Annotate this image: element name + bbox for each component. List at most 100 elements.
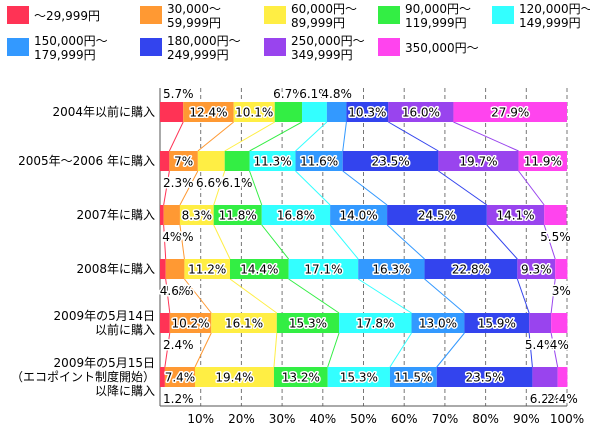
- connector-line: [389, 332, 412, 368]
- data-label: 1.2%: [163, 392, 194, 406]
- bar-segment: [165, 259, 185, 279]
- data-label: 6.1%: [299, 87, 330, 101]
- bar-segment: [330, 205, 388, 225]
- legend-item: 60,000円～89,999円: [264, 2, 357, 30]
- bar-segment: [273, 367, 328, 387]
- bar-segment: [169, 313, 212, 333]
- legend-swatch: [378, 38, 400, 56]
- bar-segment: [169, 151, 198, 171]
- data-label: 19.7%: [459, 155, 497, 169]
- bar-segment: [346, 102, 389, 122]
- bar-segment: [486, 205, 545, 225]
- data-label: 11.6%: [300, 155, 338, 169]
- data-label: 23.5%: [372, 155, 410, 169]
- series-connectors: [163, 121, 559, 368]
- bar-segment: [517, 259, 556, 279]
- data-label: 17.1%: [304, 263, 342, 277]
- connector-line: [342, 170, 388, 206]
- legend-item: 120,000円～149,999円: [492, 2, 590, 30]
- data-label: 13.0%: [419, 317, 457, 331]
- bar-segment: [183, 102, 234, 122]
- data-label: 2.3%: [163, 176, 194, 190]
- legend-label: 249,999円: [167, 48, 229, 62]
- data-label: 5.4%: [525, 338, 556, 352]
- connector-line: [163, 224, 167, 260]
- connector-line: [273, 332, 278, 368]
- connector-line: [295, 170, 331, 206]
- data-label: 19.4%: [215, 371, 253, 385]
- legend-label: 119,999円: [405, 16, 467, 30]
- data-label: 23.5%: [466, 371, 504, 385]
- connector-line: [329, 224, 359, 260]
- legend-swatch: [264, 38, 286, 56]
- data-label: 16.8%: [277, 209, 315, 223]
- plot-area: 5.7%12.4% 10.1%6.7%6.1%4.8%10.3% 16.0% 27.9…: [158, 86, 579, 408]
- category-label: 以前に購入: [95, 322, 155, 337]
- connector-line: [295, 121, 328, 152]
- bar-segment: [557, 367, 568, 387]
- legend-label: 89,999円: [291, 16, 345, 30]
- category-label: 2007年に購入: [76, 208, 155, 222]
- connector-line: [518, 170, 545, 206]
- bar-segment: [230, 259, 289, 279]
- data-label: 8.3%: [182, 209, 213, 223]
- bar-segment: [327, 367, 390, 387]
- connector-line: [197, 121, 234, 152]
- category-label: 2009年の5月15日: [54, 356, 155, 370]
- connector-line: [528, 332, 533, 368]
- bar-segment: [339, 313, 412, 333]
- x-axis-ticks: 10% 20% 30% 40% 50% 60% 70% 80% 90% 100%: [187, 412, 584, 426]
- connector-line: [386, 224, 425, 260]
- bar-segment: [518, 151, 567, 171]
- category-label: 2008年に購入: [76, 262, 155, 276]
- bar-segment: [249, 151, 296, 171]
- connector-line: [438, 170, 488, 206]
- legend-label: 349,999円: [291, 48, 353, 62]
- bar-segment: [387, 205, 487, 225]
- legend-item: 30,000～59,999円: [140, 2, 221, 30]
- legend-label: 180,000円～: [167, 34, 241, 48]
- bar-segment: [160, 259, 166, 279]
- x-tick-label: 90%: [513, 412, 540, 426]
- bar-segment: [555, 259, 568, 279]
- legend-swatch: [378, 6, 400, 24]
- connector-line: [224, 121, 276, 152]
- x-tick-label: 70%: [432, 412, 459, 426]
- data-label: 27.9%: [491, 106, 529, 120]
- data-label: 4.6%: [160, 284, 191, 298]
- legend-label: 120,000円～: [519, 2, 590, 16]
- category-label: 2005年～2006 年に購入: [18, 154, 155, 168]
- x-tick-label: 20%: [228, 412, 255, 426]
- data-label: 2.4%: [547, 392, 578, 406]
- category-labels: 2004年以前に購入 2005年～2006 年に購入 2007年に購入 2008年に購…: [11, 104, 155, 398]
- bar-segment: [213, 205, 262, 225]
- data-label: 16.3%: [372, 263, 410, 277]
- connector-line: [550, 332, 559, 368]
- data-label: 7%: [174, 155, 193, 169]
- data-label: 12.4%: [189, 106, 227, 120]
- legend-item: ～29,999円: [7, 6, 100, 24]
- bar-segment: [551, 313, 568, 333]
- data-label: 4%: [162, 230, 181, 244]
- data-label: 11.8%: [219, 209, 257, 223]
- category-label: 以降に購入: [95, 384, 155, 398]
- connector-line: [342, 121, 347, 152]
- category-label: （エコポイント制度開始）: [11, 369, 155, 384]
- connector-line: [436, 332, 465, 368]
- bar-segment: [160, 313, 170, 333]
- connector-line: [388, 121, 439, 152]
- legend-label: 59,999円: [167, 16, 221, 30]
- bar-segment: [211, 313, 277, 333]
- x-tick-label: 60%: [391, 412, 418, 426]
- legend: ～29,999円 30,000～59,999円 60,000円～89,999円 90,…: [7, 2, 590, 62]
- connector-line: [179, 170, 199, 206]
- data-label: 10.2%: [171, 317, 209, 331]
- legend-item: 250,000円～349,999円: [264, 34, 365, 62]
- bar-segment: [388, 102, 454, 122]
- connector-line: [168, 121, 184, 152]
- bar-segment: [179, 205, 214, 225]
- legend-swatch: [140, 6, 162, 24]
- data-label: 24.5%: [418, 209, 456, 223]
- data-label: 6.7%: [273, 87, 304, 101]
- legend-item: 150,000円～179,999円: [7, 34, 108, 62]
